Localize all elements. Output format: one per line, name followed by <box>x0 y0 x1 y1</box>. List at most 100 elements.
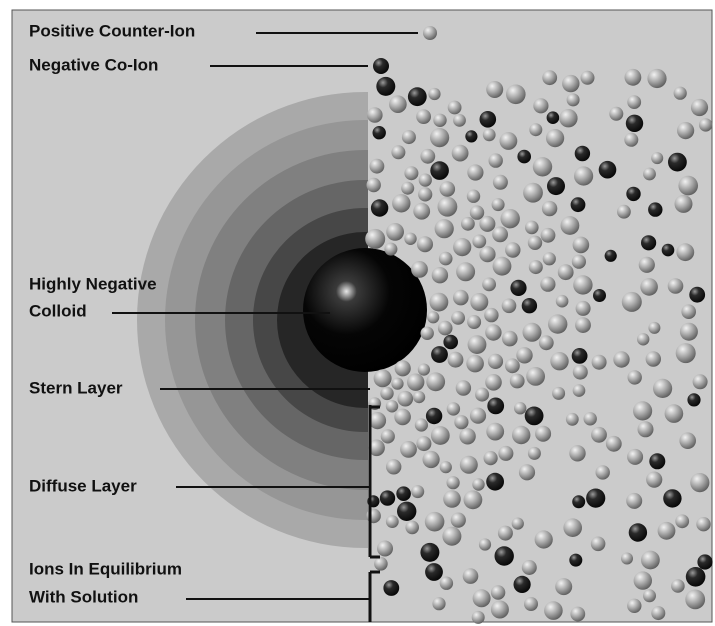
counter-ion <box>510 374 525 389</box>
counter-ion <box>402 130 416 144</box>
counter-ion <box>386 223 404 241</box>
counter-ion <box>676 343 696 363</box>
co-ion <box>668 153 687 172</box>
counter-ion <box>493 257 512 276</box>
co-ion <box>487 398 504 415</box>
counter-ion <box>447 402 460 415</box>
counter-ion <box>646 472 662 488</box>
co-ion <box>689 287 705 303</box>
counter-ion <box>696 517 710 531</box>
counter-ion <box>609 107 623 121</box>
counter-ion <box>467 315 481 329</box>
counter-ion <box>699 118 712 131</box>
co-ion <box>510 280 526 296</box>
co-ion <box>425 563 443 581</box>
counter-ion <box>464 490 483 509</box>
counter-ion <box>413 391 425 403</box>
counter-ion <box>384 243 397 256</box>
counter-ion <box>648 322 660 334</box>
counter-ion <box>628 370 642 384</box>
counter-ion <box>627 449 643 465</box>
counter-ion <box>573 384 586 397</box>
counter-ion <box>626 493 642 509</box>
counter-ion <box>456 380 471 395</box>
co-ion <box>572 495 585 508</box>
counter-ion <box>539 335 554 350</box>
counter-ion <box>448 352 464 368</box>
co-ion <box>686 567 706 587</box>
co-ion <box>371 199 388 216</box>
label: Highly Negative <box>29 274 157 293</box>
counter-ion <box>505 358 520 373</box>
counter-ion <box>528 447 541 460</box>
diagram: Positive Counter-Ion Negative Co-Ion Hig… <box>0 0 715 626</box>
counter-ion <box>535 426 551 442</box>
counter-ion <box>675 514 689 528</box>
counter-ion <box>524 597 538 611</box>
co-ion <box>547 177 565 195</box>
label: Negative Co-Ion <box>29 55 158 74</box>
counter-ion <box>514 402 526 414</box>
counter-ion <box>418 187 432 201</box>
co-ion <box>569 554 582 567</box>
counter-ion <box>627 95 641 109</box>
counter-ion <box>483 128 496 141</box>
counter-ion <box>552 387 565 400</box>
counter-ion <box>468 335 487 354</box>
co-ion <box>575 146 590 161</box>
label: Colloid <box>29 301 87 320</box>
counter-ion <box>541 228 556 243</box>
counter-ion <box>665 404 684 423</box>
counter-ion <box>479 538 491 550</box>
counter-ion <box>485 374 502 391</box>
counter-ion <box>432 267 448 283</box>
counter-ion <box>690 473 709 492</box>
counter-ion <box>624 133 638 147</box>
counter-ion <box>425 512 445 532</box>
co-ion <box>376 77 395 96</box>
counter-ion <box>423 451 440 468</box>
counter-ion <box>542 70 557 85</box>
counter-ion <box>543 252 556 265</box>
counter-ion <box>470 293 488 311</box>
counter-ion <box>526 367 545 386</box>
counter-ion <box>567 93 580 106</box>
counter-ion <box>570 607 585 622</box>
co-ion <box>383 580 399 596</box>
counter-ion <box>459 428 475 444</box>
counter-ion <box>544 601 563 620</box>
counter-ion <box>596 465 610 479</box>
counter-ion <box>416 436 431 451</box>
counter-ion <box>394 409 411 426</box>
counter-ion <box>438 197 458 217</box>
counter-ion <box>591 537 606 552</box>
counter-ion <box>640 278 658 296</box>
counter-ion <box>489 153 503 167</box>
co-ion <box>430 161 449 180</box>
counter-ion <box>516 347 532 363</box>
counter-ion <box>502 331 518 347</box>
counter-ion <box>380 387 393 400</box>
counter-ion <box>370 159 385 174</box>
counter-ion <box>498 526 513 541</box>
counter-ion <box>523 183 543 203</box>
counter-ion <box>653 379 672 398</box>
counter-ion <box>643 589 656 602</box>
counter-ion <box>634 571 652 589</box>
counter-ion <box>419 174 432 187</box>
co-ion <box>396 486 411 501</box>
counter-ion <box>500 132 518 150</box>
counter-ion <box>574 166 593 185</box>
counter-ion <box>535 530 553 548</box>
counter-ion <box>512 426 530 444</box>
counter-ion <box>451 513 466 528</box>
counter-ion <box>528 236 542 250</box>
counter-ion <box>559 109 577 127</box>
co-ion <box>605 250 617 262</box>
counter-ion <box>485 324 501 340</box>
counter-ion <box>556 295 569 308</box>
counter-ion <box>484 451 498 465</box>
counter-ion <box>400 441 417 458</box>
counter-ion <box>431 426 450 445</box>
counter-ion <box>466 355 484 373</box>
